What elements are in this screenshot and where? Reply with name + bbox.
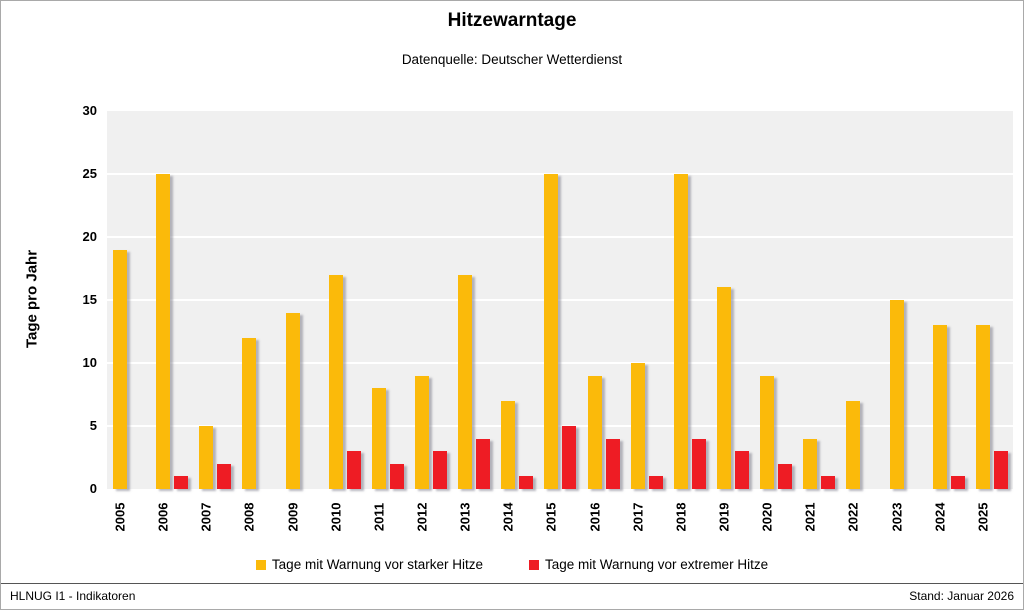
bar-extremer-hitze-2006 xyxy=(174,476,189,489)
x-tick-label-2005: 2005 xyxy=(112,502,128,532)
legend-label-starker-hitze: Tage mit Warnung vor starker Hitze xyxy=(271,557,483,572)
x-tick-label-2006: 2006 xyxy=(155,502,171,532)
bar-starker-hitze-2023 xyxy=(889,300,904,489)
y-tick-label-10: 10 xyxy=(82,355,97,370)
x-tick-label-2007: 2007 xyxy=(198,502,214,532)
bar-extremer-hitze-2007 xyxy=(217,463,232,489)
bar-starker-hitze-2020 xyxy=(760,375,775,489)
bar-extremer-hitze-2014 xyxy=(519,476,534,489)
y-tick-label-20: 20 xyxy=(82,229,97,244)
x-tick-label-2013: 2013 xyxy=(457,502,473,532)
bar-starker-hitze-2015 xyxy=(544,174,559,489)
gridline-10 xyxy=(107,362,1013,364)
bar-starker-hitze-2016 xyxy=(587,375,602,489)
gridline-5 xyxy=(107,425,1013,427)
bar-extremer-hitze-2016 xyxy=(605,438,620,489)
x-tick-label-2023: 2023 xyxy=(889,502,905,532)
x-tick-label-2025: 2025 xyxy=(975,502,991,532)
bar-extremer-hitze-2017 xyxy=(648,476,663,489)
chart-subtitle: Datenquelle: Deutscher Wetterdienst xyxy=(401,52,623,67)
x-tick-label-2018: 2018 xyxy=(673,502,689,532)
bar-starker-hitze-2011 xyxy=(371,388,386,489)
bar-starker-hitze-2022 xyxy=(846,400,861,489)
bar-starker-hitze-2019 xyxy=(717,287,731,489)
bar-starker-hitze-2018 xyxy=(673,174,688,489)
footer-left-text: HLNUG I1 - Indikatoren xyxy=(10,589,136,603)
bar-extremer-hitze-2015 xyxy=(562,426,577,489)
x-tick-label-2017: 2017 xyxy=(630,502,646,532)
bar-extremer-hitze-2021 xyxy=(821,476,836,489)
plot-area xyxy=(107,111,1013,489)
x-tick-label-2011: 2011 xyxy=(371,502,387,532)
legend-swatch-starker-hitze-icon xyxy=(255,559,266,570)
y-tick-label-25: 25 xyxy=(82,166,97,181)
legend-label-extremer-hitze: Tage mit Warnung vor extremer Hitze xyxy=(545,557,769,572)
footer-divider xyxy=(1,583,1023,584)
bar-extremer-hitze-2018 xyxy=(691,438,706,489)
x-tick-label-2012: 2012 xyxy=(414,502,430,532)
bar-extremer-hitze-2020 xyxy=(778,463,793,489)
bar-starker-hitze-2025 xyxy=(975,325,990,489)
bar-extremer-hitze-2019 xyxy=(735,451,749,489)
y-tick-label-30: 30 xyxy=(82,103,97,118)
bar-extremer-hitze-2025 xyxy=(993,451,1008,489)
bar-starker-hitze-2012 xyxy=(415,375,429,489)
y-axis-ticks: 0 5 10 15 20 25 30 xyxy=(1,1,97,609)
bar-starker-hitze-2013 xyxy=(458,274,473,489)
x-tick-label-2014: 2014 xyxy=(500,502,516,532)
bar-starker-hitze-2008 xyxy=(242,337,257,489)
bar-starker-hitze-2021 xyxy=(803,438,818,489)
y-tick-label-5: 5 xyxy=(89,418,97,433)
x-tick-label-2019: 2019 xyxy=(716,502,732,532)
gridline-15 xyxy=(107,299,1013,301)
legend-swatch-extremer-hitze-icon xyxy=(529,559,539,570)
bar-starker-hitze-2010 xyxy=(328,274,343,489)
x-tick-label-2016: 2016 xyxy=(587,502,603,532)
footer: HLNUG I1 - Indikatoren Stand: Januar 202… xyxy=(1,589,1023,603)
chart-title: Hitzewarntage xyxy=(447,10,577,31)
bar-extremer-hitze-2010 xyxy=(346,451,361,489)
bar-starker-hitze-2007 xyxy=(199,426,214,489)
legend: Tage mit Warnung vor starker Hitze Tage … xyxy=(1,557,1023,572)
bar-extremer-hitze-2013 xyxy=(476,438,491,489)
x-tick-label-2024: 2024 xyxy=(932,502,948,532)
x-tick-label-2010: 2010 xyxy=(328,502,344,532)
bar-extremer-hitze-2012 xyxy=(433,451,447,489)
bar-starker-hitze-2024 xyxy=(932,325,947,489)
bar-starker-hitze-2006 xyxy=(156,174,171,489)
gridline-25 xyxy=(107,173,1013,175)
y-tick-label-15: 15 xyxy=(82,292,97,307)
bar-starker-hitze-2005 xyxy=(113,249,127,489)
x-tick-label-2015: 2015 xyxy=(543,502,559,532)
x-tick-label-2008: 2008 xyxy=(241,502,257,532)
x-tick-label-2021: 2021 xyxy=(802,502,818,532)
x-tick-label-2022: 2022 xyxy=(845,502,861,532)
gridline-20 xyxy=(107,236,1013,238)
bar-extremer-hitze-2024 xyxy=(950,476,965,489)
bar-starker-hitze-2014 xyxy=(501,400,516,489)
y-tick-label-0: 0 xyxy=(89,481,97,496)
bar-extremer-hitze-2011 xyxy=(389,463,404,489)
legend-item-extremer-hitze: Tage mit Warnung vor extremer Hitze xyxy=(529,557,768,572)
x-tick-label-2009: 2009 xyxy=(285,502,301,532)
bar-starker-hitze-2017 xyxy=(630,363,645,489)
x-tick-label-2020: 2020 xyxy=(759,502,775,532)
legend-item-starker-hitze: Tage mit Warnung vor starker Hitze xyxy=(255,557,483,572)
footer-right-text: Stand: Januar 2026 xyxy=(909,589,1014,603)
bar-starker-hitze-2009 xyxy=(285,312,300,489)
